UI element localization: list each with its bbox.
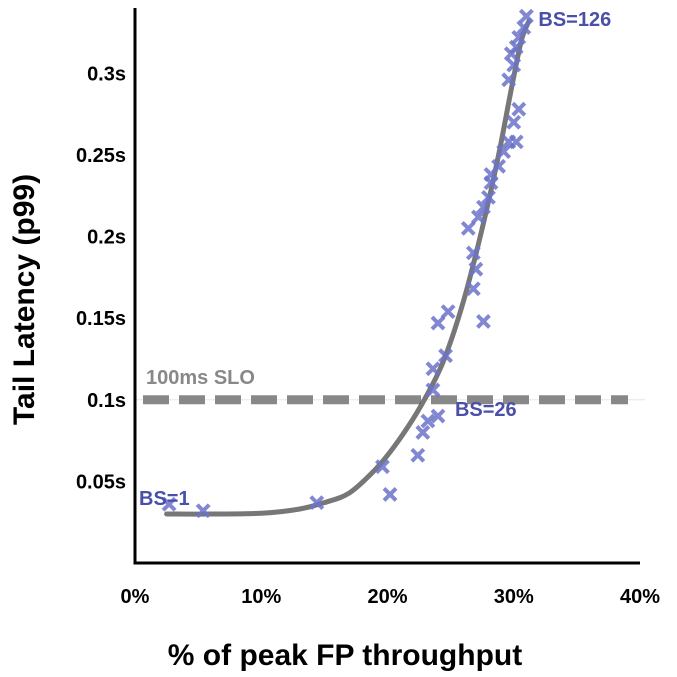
- y-tick-label: 0.2s: [87, 227, 126, 249]
- data-point: [508, 39, 524, 55]
- data-point: [518, 8, 534, 24]
- fit-curve: [164, 18, 532, 517]
- data-point: [430, 408, 446, 424]
- data-point: [508, 134, 524, 150]
- slo-group: 100ms SLO: [135, 367, 645, 405]
- y-tick-label: 0.1s: [87, 390, 126, 412]
- x-tick-label: 40%: [620, 586, 660, 608]
- y-tick-label: 0.3s: [87, 63, 126, 85]
- data-point: [481, 189, 496, 205]
- data-point: [438, 348, 453, 364]
- points-layer: [161, 8, 534, 519]
- axes: [133, 8, 640, 565]
- data-point: [161, 496, 177, 512]
- x-tick-label: 10%: [241, 586, 281, 608]
- data-point: [491, 158, 507, 174]
- y-tick-label: 0.15s: [76, 308, 126, 330]
- data-point: [516, 20, 532, 36]
- data-point: [195, 503, 211, 519]
- data-point: [476, 199, 491, 215]
- data-point: [470, 209, 486, 225]
- data-point: [425, 361, 441, 377]
- data-point: [430, 315, 446, 331]
- annotation-label: BS=1: [139, 488, 190, 510]
- data-point: [420, 413, 436, 429]
- data-point: [506, 114, 522, 130]
- data-point: [496, 144, 512, 160]
- x-tick-label: 0%: [121, 586, 150, 608]
- data-point: [501, 72, 517, 88]
- y-tick-label: 0.05s: [76, 471, 126, 493]
- data-point: [506, 57, 522, 73]
- y-ticks: 0.05s 0.1s 0.15s 0.2s 0.25s 0.3s: [76, 63, 126, 493]
- data-point: [440, 304, 456, 320]
- slo-label: 100ms SLO: [146, 367, 255, 389]
- data-point: [476, 313, 491, 329]
- x-ticks: 0% 10% 20% 30% 40%: [121, 586, 661, 608]
- annotation-label: BS=26: [455, 399, 517, 421]
- data-point: [465, 245, 481, 261]
- data-point: [425, 382, 441, 398]
- x-axis-title: % of peak FP throughput: [168, 639, 522, 672]
- data-point: [460, 220, 476, 236]
- y-axis-title: Tail Latency (p99): [8, 174, 41, 425]
- x-tick-label: 20%: [367, 586, 407, 608]
- y-tick-label: 0.25s: [76, 145, 126, 167]
- data-point: [465, 281, 481, 297]
- data-point: [511, 101, 527, 117]
- data-point: [309, 495, 325, 511]
- data-point: [415, 424, 431, 440]
- annotation-label: BS=126: [538, 9, 611, 31]
- data-point: [410, 447, 426, 463]
- x-tick-label: 30%: [494, 586, 534, 608]
- annotations-layer: BS=1 BS=26 BS=126: [139, 9, 611, 510]
- data-point: [382, 487, 398, 502]
- data-point: [375, 459, 390, 475]
- data-point: [468, 261, 484, 277]
- data-point: [511, 29, 527, 45]
